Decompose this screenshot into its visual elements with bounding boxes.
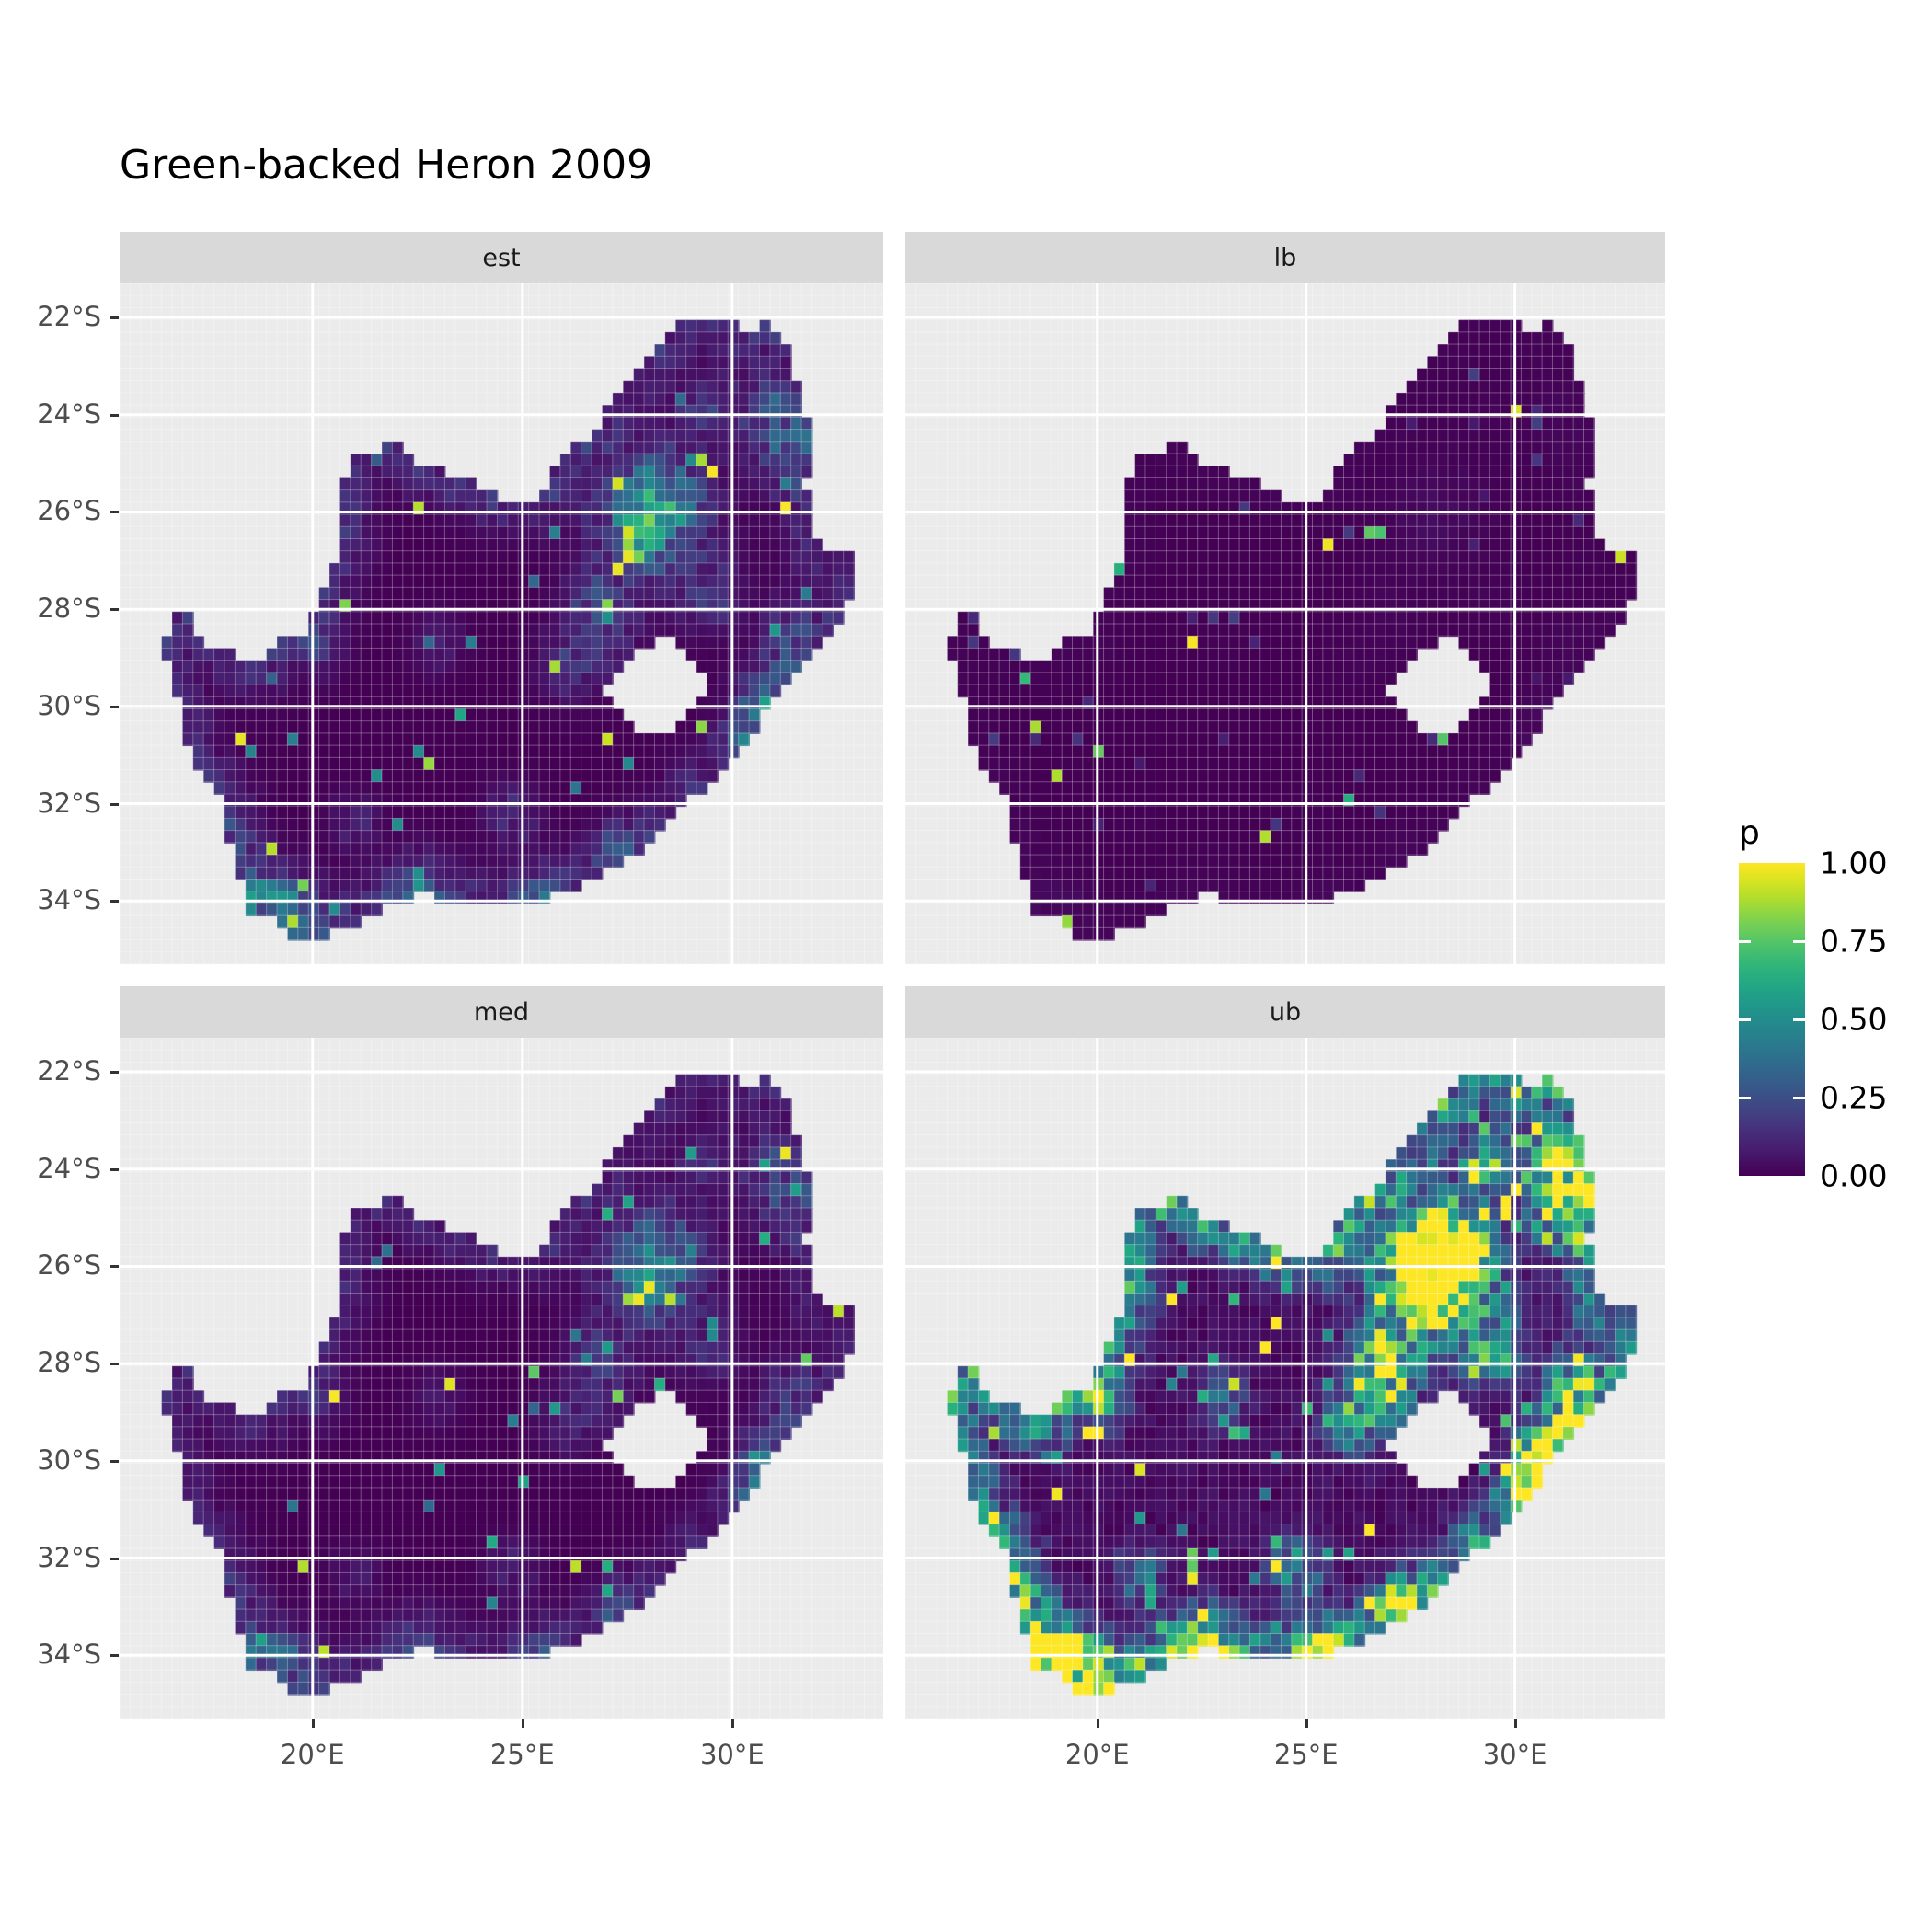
legend-title: p xyxy=(1739,814,1760,852)
facet-strip-label: med xyxy=(473,997,530,1027)
x-axis-tick-mark xyxy=(521,1719,524,1728)
facet-strip-lb: lb xyxy=(905,232,1665,283)
legend-tick-mark xyxy=(1793,1018,1805,1021)
y-axis-tick-mark xyxy=(110,1265,119,1269)
y-axis-tick-mark xyxy=(110,1557,119,1560)
x-axis-tick-label: 30°E xyxy=(699,1739,765,1770)
map-canvas-ub xyxy=(905,1038,1665,1719)
y-axis-tick-mark xyxy=(110,1459,119,1463)
x-axis-tick-mark xyxy=(1305,1719,1308,1728)
legend-tick-mark xyxy=(1739,940,1751,943)
facet-panel-med xyxy=(120,1038,883,1719)
x-axis-tick-mark xyxy=(311,1719,315,1728)
facet-strip-label: lb xyxy=(1273,243,1297,272)
y-axis-tick-label: 24°S xyxy=(37,397,101,430)
map-canvas-lb xyxy=(905,283,1665,964)
y-axis-tick-mark xyxy=(110,1071,119,1074)
legend-tick-label: 0.75 xyxy=(1820,923,1888,960)
y-axis-tick-label: 32°S xyxy=(37,787,101,819)
facet-panel-ub xyxy=(905,1038,1665,1719)
y-axis-tick-label: 34°S xyxy=(37,1639,101,1671)
y-axis-tick-label: 22°S xyxy=(37,1055,101,1087)
facet-strip-ub: ub xyxy=(905,986,1665,1038)
x-axis-tick-label: 30°E xyxy=(1482,1739,1547,1770)
y-axis-tick-mark xyxy=(110,705,119,708)
facet-strip-label: est xyxy=(482,243,521,272)
legend-tick-mark xyxy=(1793,1097,1805,1099)
y-axis-tick-mark xyxy=(110,1363,119,1366)
y-axis-tick-label: 28°S xyxy=(37,592,101,625)
legend-tick-mark xyxy=(1739,1018,1751,1021)
y-axis-tick-label: 34°S xyxy=(37,884,101,916)
y-axis-tick-label: 28°S xyxy=(37,1347,101,1379)
x-axis-tick-label: 20°E xyxy=(280,1739,345,1770)
facet-strip-label: ub xyxy=(1269,997,1302,1027)
map-canvas-est xyxy=(120,283,883,964)
legend-tick-label: 0.25 xyxy=(1820,1079,1888,1116)
x-axis-tick-mark xyxy=(730,1719,734,1728)
y-axis-tick-label: 30°S xyxy=(37,1443,101,1476)
legend-tick-mark xyxy=(1793,940,1805,943)
y-axis-tick-mark xyxy=(110,316,119,319)
y-axis-tick-mark xyxy=(110,802,119,806)
x-axis-tick-label: 25°E xyxy=(489,1739,555,1770)
facet-strip-med: med xyxy=(120,986,883,1038)
x-axis-tick-mark xyxy=(1096,1719,1099,1728)
x-axis-tick-mark xyxy=(1513,1719,1517,1728)
facet-panel-est xyxy=(120,283,883,964)
y-axis-tick-mark xyxy=(110,608,119,612)
x-axis-tick-label: 25°E xyxy=(1273,1739,1339,1770)
page-title: Green-backed Heron 2009 xyxy=(120,142,653,189)
y-axis-tick-mark xyxy=(110,1654,119,1658)
map-canvas-med xyxy=(120,1038,883,1719)
legend-tick-label: 0.50 xyxy=(1820,1001,1888,1038)
y-axis-tick-mark xyxy=(110,900,119,903)
legend-tick-label: 0.00 xyxy=(1820,1157,1888,1194)
facet-strip-est: est xyxy=(120,232,883,283)
y-axis-tick-label: 26°S xyxy=(37,495,101,527)
y-axis-tick-mark xyxy=(110,1167,119,1171)
y-axis-tick-label: 26°S xyxy=(37,1249,101,1282)
y-axis-tick-label: 32°S xyxy=(37,1541,101,1573)
y-axis-tick-label: 22°S xyxy=(37,301,101,332)
facet-panel-lb xyxy=(905,283,1665,964)
x-axis-tick-label: 20°E xyxy=(1064,1739,1130,1770)
y-axis-tick-label: 30°S xyxy=(37,689,101,721)
legend-tick-label: 1.00 xyxy=(1820,845,1888,881)
y-axis-tick-mark xyxy=(110,413,119,417)
y-axis-tick-mark xyxy=(110,511,119,514)
y-axis-tick-label: 24°S xyxy=(37,1152,101,1184)
legend-tick-mark xyxy=(1739,1097,1751,1099)
